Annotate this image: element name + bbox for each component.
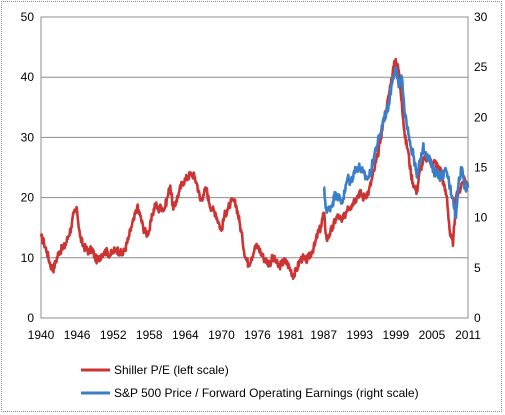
x-tick-label: 1970 — [208, 328, 235, 342]
x-tick-label: 1999 — [382, 328, 409, 342]
y-left-tick-label: 20 — [21, 191, 35, 205]
x-tick-label: 1993 — [346, 328, 373, 342]
x-tick-label: 2011 — [455, 328, 481, 342]
series-line-shiller-pe — [39, 57, 470, 280]
legend: Shiller P/E (left scale) S&P 500 Price / … — [81, 363, 419, 400]
plot-area-border — [40, 16, 469, 319]
legend-label: Shiller P/E (left scale) — [114, 363, 229, 377]
x-tick-label: 1952 — [100, 328, 127, 342]
y-right-tick-label: 15 — [474, 161, 488, 175]
y-right-tick-label: 20 — [474, 110, 488, 124]
x-tick-label: 1958 — [136, 328, 163, 342]
axis-layer: 0 10 20 30 40 50 0 5 10 15 20 25 30 1940 1946 1952 1958 1… — [21, 10, 488, 342]
y-right-tick-label: 0 — [474, 311, 481, 325]
x-tick-label: 1940 — [28, 328, 55, 342]
y-left-tick-label: 40 — [21, 70, 35, 84]
x-tick-label: 1981 — [277, 328, 304, 342]
y-left-tick-label: 10 — [21, 251, 35, 265]
y-right-tick-label: 25 — [474, 60, 488, 74]
y-right-tick-label: 10 — [474, 211, 488, 225]
y-left-tick-label: 30 — [21, 130, 35, 144]
x-tick-label: 1987 — [310, 328, 337, 342]
x-tick-label: 2005 — [419, 328, 446, 342]
x-tick-label: 1946 — [64, 328, 91, 342]
y-left-tick-label: 50 — [21, 10, 35, 24]
y-left-tick-label: 0 — [27, 311, 34, 325]
x-tick-label: 1976 — [244, 328, 271, 342]
series-line-forward-pe — [322, 65, 470, 220]
y-right-tick-label: 30 — [474, 10, 488, 24]
x-tick-label: 1964 — [172, 328, 199, 342]
series-layer — [39, 57, 470, 280]
legend-label: S&P 500 Price / Forward Operating Earnin… — [114, 386, 419, 400]
y-right-tick-label: 5 — [474, 261, 481, 275]
